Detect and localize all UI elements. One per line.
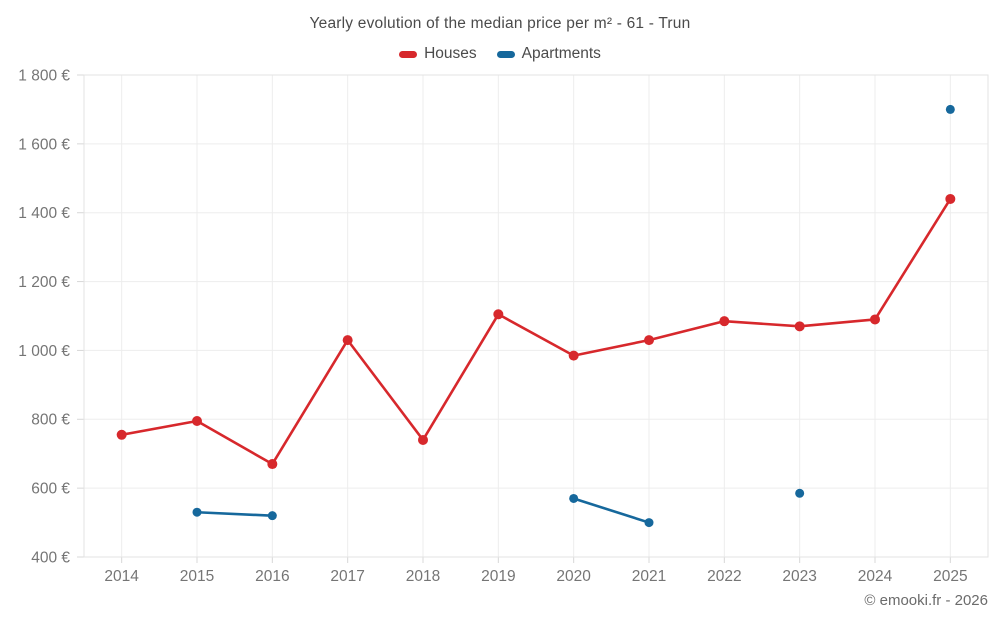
- houses-line-segment: [120, 197, 952, 466]
- copyright-footer: © emooki.fr - 2026: [864, 592, 988, 609]
- x-axis-label: 2020: [556, 568, 591, 585]
- houses-point-2023[interactable]: [794, 321, 805, 332]
- chart-title: Yearly evolution of the median price per…: [309, 15, 691, 32]
- apartments-point-2015[interactable]: [192, 507, 202, 517]
- houses-point-2021[interactable]: [644, 335, 654, 346]
- apartments-line-segment: [572, 497, 651, 524]
- legend-item-apartments[interactable]: Apartments: [496, 45, 601, 63]
- houses-point-2025[interactable]: [945, 193, 956, 204]
- apartments-point-2023[interactable]: [795, 488, 805, 498]
- houses-point-2016[interactable]: [267, 459, 278, 470]
- houses-legend-label: Houses: [424, 45, 477, 62]
- x-axis-label: 2024: [858, 568, 893, 585]
- x-axis-label: 2025: [933, 568, 967, 585]
- y-axis-label: 1 200 €: [18, 274, 70, 291]
- x-axis-label: 2017: [330, 568, 364, 585]
- apartments-point-2021[interactable]: [644, 518, 654, 528]
- houses-point-2017[interactable]: [342, 335, 353, 346]
- x-axis-label: 2023: [782, 568, 816, 585]
- y-axis-label: 400 €: [31, 549, 70, 566]
- x-axis-label: 2016: [255, 568, 289, 585]
- y-axis-label: 1 600 €: [18, 136, 70, 153]
- houses-point-2020[interactable]: [568, 350, 579, 361]
- y-axis-label: 1 400 €: [18, 205, 70, 222]
- plot-border: [83, 74, 989, 558]
- x-axis-label: 2018: [406, 568, 440, 585]
- apartments-line-segment: [195, 510, 274, 517]
- houses-legend-marker-icon: [399, 50, 418, 58]
- apartments-legend-label: Apartments: [521, 45, 601, 62]
- houses-point-2019[interactable]: [493, 309, 504, 320]
- houses-point-2014[interactable]: [116, 429, 127, 440]
- houses-point-2024[interactable]: [870, 314, 880, 325]
- y-axis-label: 1 800 €: [18, 67, 70, 84]
- x-axis-label: 2014: [104, 568, 139, 585]
- apartments-point-2016[interactable]: [267, 511, 277, 521]
- apartments-point-2025[interactable]: [945, 104, 955, 114]
- y-axis-label: 1 000 €: [18, 343, 70, 360]
- x-axis-label: 2022: [707, 568, 741, 585]
- x-axis-label: 2021: [632, 568, 666, 585]
- x-axis-label: 2015: [180, 568, 214, 585]
- apartments-point-2020[interactable]: [569, 493, 579, 503]
- houses-point-2018[interactable]: [418, 434, 428, 445]
- y-axis-label: 800 €: [31, 412, 70, 429]
- legend-item-houses[interactable]: Houses: [399, 45, 477, 63]
- houses-point-2015[interactable]: [192, 416, 202, 427]
- legend: Houses Apartments: [0, 45, 1000, 63]
- y-axis-label: 600 €: [31, 481, 70, 498]
- houses-point-2022[interactable]: [719, 316, 730, 327]
- apartments-legend-marker-icon: [496, 50, 515, 58]
- x-axis-label: 2019: [481, 568, 515, 585]
